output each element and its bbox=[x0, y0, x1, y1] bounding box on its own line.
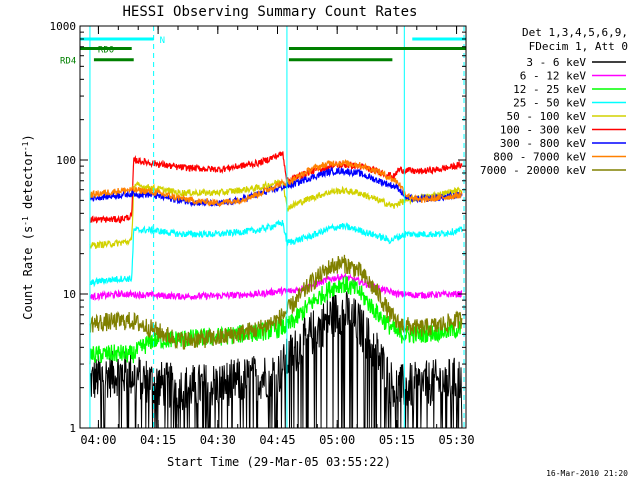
y-axis-label: Count Rate (s-1 detector-1) bbox=[21, 134, 36, 319]
legend: Det 1,3,4,5,6,9, FDecim 1, Att 0 3 - 6 k… bbox=[480, 26, 628, 177]
x-tick-label-3: 04:45 bbox=[259, 433, 295, 447]
x-tick-label-4: 05:00 bbox=[319, 433, 355, 447]
legend-label-0: 3 - 6 keV bbox=[526, 56, 586, 69]
flag-label-1: RD0 bbox=[98, 45, 114, 55]
x-tick-label-1: 04:15 bbox=[140, 433, 176, 447]
legend-label-7: 800 - 7000 keV bbox=[493, 151, 586, 164]
series-line-8 bbox=[89, 254, 463, 350]
legend-label-1: 6 - 12 keV bbox=[520, 70, 587, 83]
plot-area: N RD0 RD4 bbox=[60, 26, 466, 429]
series-line-6 bbox=[89, 165, 463, 208]
plot-frame bbox=[79, 25, 467, 429]
legend-label-5: 100 - 300 keV bbox=[500, 124, 586, 137]
x-axis: 04:00 04:15 04:30 04:45 05:00 05:15 05:30 bbox=[80, 26, 475, 447]
x-axis-label: Start Time (29-Mar-05 03:55:22) bbox=[167, 455, 391, 469]
series-line-1 bbox=[89, 272, 463, 302]
y-tick-label-2: 100 bbox=[56, 154, 76, 167]
series-line-3 bbox=[89, 219, 463, 288]
y-axis: 1 10 100 1000 bbox=[50, 20, 466, 435]
y-label-main: Count Rate (s bbox=[21, 226, 35, 320]
legend-label-3: 25 - 50 keV bbox=[513, 97, 586, 110]
y-tick-label-0: 1 bbox=[69, 422, 76, 435]
legend-header-detectors: Det 1,3,4,5,6,9, bbox=[522, 26, 628, 39]
y-label-end: ) bbox=[21, 134, 35, 141]
y-tick-label-1: 10 bbox=[63, 288, 76, 301]
legend-label-6: 300 - 800 keV bbox=[500, 137, 586, 150]
series-line-5 bbox=[89, 151, 463, 225]
chart-title: HESSI Observing Summary Count Rates bbox=[122, 4, 417, 20]
legend-label-4: 50 - 100 keV bbox=[507, 110, 587, 123]
x-tick-label-5: 05:15 bbox=[379, 433, 415, 447]
y-label-sup2: -1 bbox=[21, 141, 30, 151]
legend-label-2: 12 - 25 keV bbox=[513, 83, 586, 96]
series-line-0 bbox=[89, 290, 463, 429]
y-tick-label-3: 1000 bbox=[50, 20, 77, 33]
footer-date: 16-Mar-2010 21:20 bbox=[546, 469, 628, 478]
series-line-7 bbox=[89, 158, 463, 208]
x-tick-label-0: 04:00 bbox=[80, 433, 116, 447]
x-tick-label-2: 04:30 bbox=[200, 433, 236, 447]
x-tick-label-6: 05:30 bbox=[439, 433, 475, 447]
y-label-sup1: -1 bbox=[21, 216, 30, 226]
flag-label-2: RD4 bbox=[60, 57, 76, 67]
legend-label-8: 7000 - 20000 keV bbox=[480, 164, 586, 177]
flag-label-0: N bbox=[160, 36, 165, 46]
legend-header-decim: FDecim 1, Att 0 bbox=[529, 40, 628, 53]
y-label-mid: detector bbox=[21, 151, 35, 216]
